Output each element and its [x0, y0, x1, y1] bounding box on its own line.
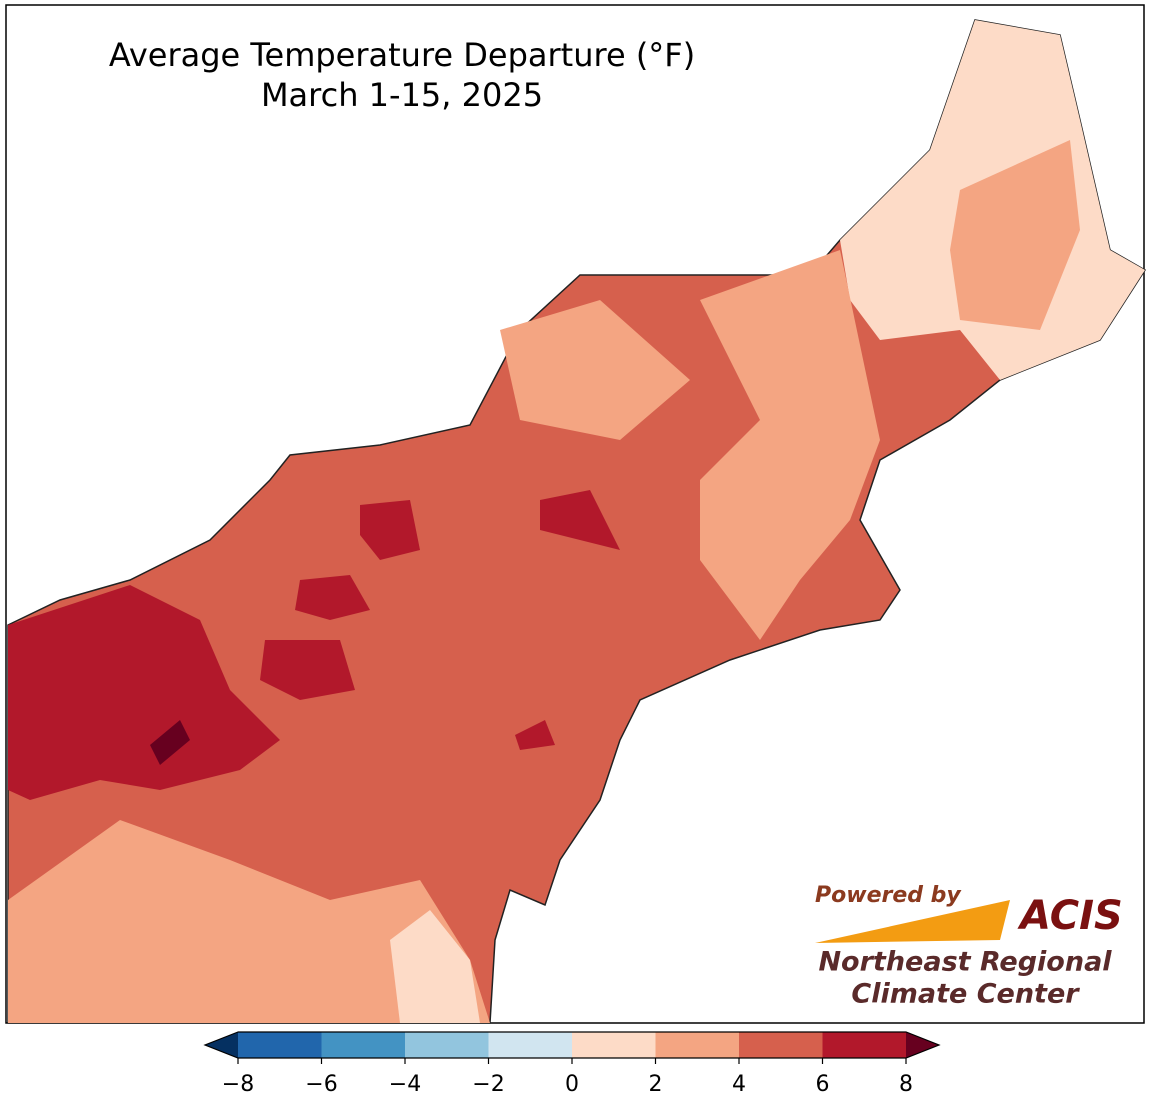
logo: Powered by ACIS Northeast Regional Clima…	[815, 883, 1123, 1010]
colorbar-bin	[739, 1032, 823, 1058]
colorbar-bin	[655, 1032, 739, 1058]
colorbar-tick-label: −4	[389, 1072, 421, 1097]
colorbar-tick-label: 2	[649, 1072, 663, 1097]
warm-zone	[8, 820, 490, 1023]
colorbar-bin	[572, 1032, 656, 1058]
colorbar-tick-label: 0	[565, 1072, 579, 1097]
hot-zone	[515, 720, 555, 750]
warm-zone	[950, 140, 1080, 330]
colorbar-tick-label: −8	[222, 1072, 254, 1097]
colorbar-tick-label: 8	[899, 1072, 913, 1097]
logo-line: Climate Center	[851, 979, 1080, 1010]
hot-zone	[360, 500, 420, 560]
logo-swoosh	[815, 900, 1010, 943]
logo-powered: Powered by	[815, 883, 962, 908]
hot-zone	[540, 490, 620, 550]
colorbar-under	[205, 1032, 238, 1058]
colorbar-bin	[822, 1032, 906, 1058]
colorbar-tick-label: 6	[816, 1072, 830, 1097]
colorbar-bin	[321, 1032, 405, 1058]
warm-zone	[390, 910, 480, 1023]
logo-line: Northeast Regional	[818, 947, 1112, 978]
colorbar-over	[906, 1032, 939, 1058]
colorbar-bin	[405, 1032, 489, 1058]
hot-zone	[8, 585, 280, 800]
warm-zone	[700, 250, 880, 640]
colorbar: −8 −6 −4 −2 0 2 4 6 8	[203, 1031, 941, 1097]
hottest-zone	[150, 720, 190, 765]
hot-zone	[295, 575, 370, 620]
hot-zone	[260, 640, 355, 700]
map-subtitle: March 1-15, 2025	[261, 76, 543, 114]
logo-acis: ACIS	[1017, 893, 1123, 939]
colorbar-tick-label: −6	[305, 1072, 337, 1097]
colorbar-bin	[488, 1032, 572, 1058]
warm-zone	[500, 300, 690, 440]
colorbar-bin	[238, 1032, 322, 1058]
colorbar-tick-label: −2	[472, 1072, 504, 1097]
map-title: Average Temperature Departure (°F)	[109, 36, 695, 74]
colorbar-tick-label: 4	[732, 1072, 746, 1097]
map-area	[5, 4, 1147, 1024]
